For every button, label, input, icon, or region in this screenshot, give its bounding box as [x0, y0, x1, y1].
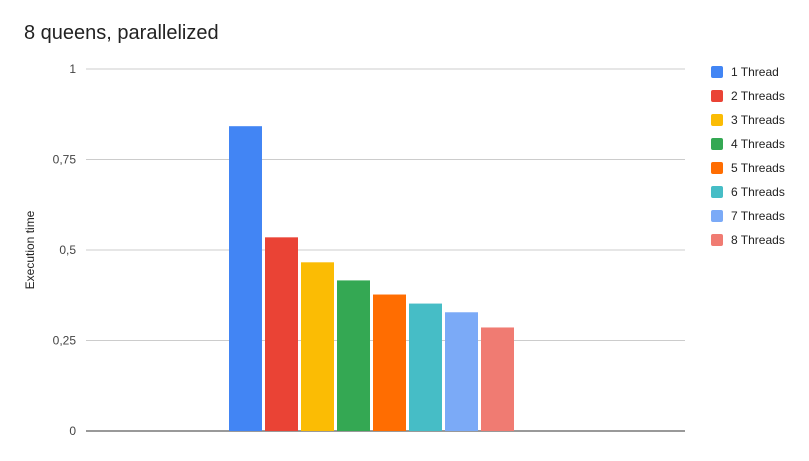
bar-3	[301, 262, 334, 431]
legend-swatch	[711, 210, 723, 222]
legend-swatch	[711, 114, 723, 126]
legend-label: 8 Threads	[731, 233, 785, 247]
bar-6	[409, 303, 442, 431]
chart-title: 8 queens, parallelized	[24, 22, 219, 44]
legend-item: 2 Threads	[711, 84, 806, 108]
legend-item: 3 Threads	[711, 108, 806, 132]
y-tick-label: 0,5	[59, 243, 76, 257]
legend-label: 6 Threads	[731, 185, 785, 199]
legend-swatch	[711, 234, 723, 246]
legend-label: 4 Threads	[731, 137, 785, 151]
legend-swatch	[711, 90, 723, 102]
legend-label: 7 Threads	[731, 209, 785, 223]
legend-item: 6 Threads	[711, 180, 806, 204]
bar-8	[481, 327, 514, 431]
y-tick-label: 0,75	[53, 153, 77, 167]
legend-item: 5 Threads	[711, 156, 806, 180]
legend-swatch	[711, 138, 723, 150]
bar-2	[265, 237, 298, 431]
bar-5	[373, 294, 406, 431]
y-tick-label: 0	[69, 424, 76, 438]
legend-swatch	[711, 66, 723, 78]
legend-item: 1 Thread	[711, 60, 806, 84]
y-tick-label: 0,25	[53, 334, 77, 348]
legend-label: 3 Threads	[731, 113, 785, 127]
legend: 1 Thread 2 Threads 3 Threads 4 Threads 5 Thr…	[711, 60, 806, 252]
legend-item: 4 Threads	[711, 132, 806, 156]
bars	[229, 126, 514, 432]
y-tick-labels: 0 0,25 0,5 0,75 1	[53, 62, 77, 438]
legend-item: 7 Threads	[711, 204, 806, 228]
legend-label: 5 Threads	[731, 161, 785, 175]
legend-item: 8 Threads	[711, 228, 806, 252]
bar-1	[229, 126, 262, 432]
bar-7	[445, 312, 478, 431]
legend-label: 2 Threads	[731, 89, 785, 103]
legend-swatch	[711, 186, 723, 198]
bar-4	[337, 280, 370, 431]
legend-label: 1 Thread	[731, 65, 779, 79]
legend-swatch	[711, 162, 723, 174]
y-axis-label: Execution time	[23, 210, 37, 289]
y-tick-label: 1	[69, 62, 76, 76]
